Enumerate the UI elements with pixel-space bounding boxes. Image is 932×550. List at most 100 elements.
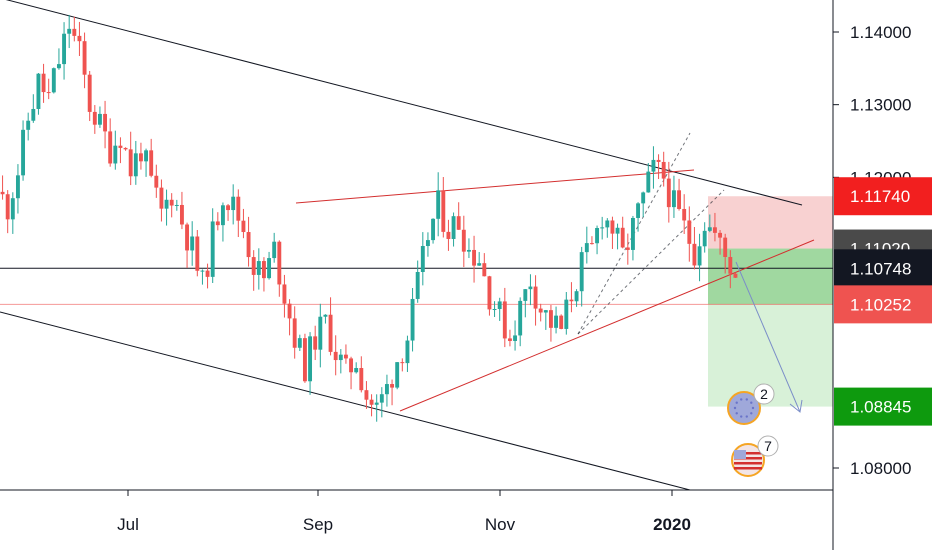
candle[interactable] <box>97 106 102 128</box>
candle[interactable] <box>62 22 67 80</box>
candle[interactable] <box>302 333 307 383</box>
candle[interactable] <box>46 78 51 100</box>
candle[interactable] <box>600 216 605 240</box>
candle[interactable] <box>226 203 231 221</box>
candle[interactable] <box>390 379 395 406</box>
candle[interactable] <box>338 349 343 374</box>
candle[interactable] <box>548 305 553 342</box>
candle[interactable] <box>236 189 241 238</box>
candle[interactable] <box>103 100 108 149</box>
candle[interactable] <box>431 218 436 244</box>
candle[interactable] <box>656 154 661 180</box>
candle[interactable] <box>615 223 620 250</box>
candle[interactable] <box>641 191 646 218</box>
candle[interactable] <box>697 233 702 282</box>
resistance-trendline[interactable] <box>295 169 695 204</box>
candle[interactable] <box>677 178 682 211</box>
candle[interactable] <box>67 14 72 49</box>
candle[interactable] <box>384 374 389 407</box>
candle[interactable] <box>241 208 246 239</box>
candle[interactable] <box>113 130 118 170</box>
candle[interactable] <box>446 219 451 251</box>
candle[interactable] <box>205 263 210 289</box>
candle[interactable] <box>630 215 635 261</box>
candle[interactable] <box>133 140 138 185</box>
candle[interactable] <box>472 235 477 283</box>
candle[interactable] <box>651 146 656 189</box>
candle[interactable] <box>77 21 82 57</box>
candle[interactable] <box>466 238 471 259</box>
candle[interactable] <box>538 303 543 322</box>
candle[interactable] <box>579 246 584 307</box>
candle[interactable] <box>605 218 610 238</box>
candle[interactable] <box>625 233 630 265</box>
candle[interactable] <box>359 356 364 393</box>
plot-area[interactable] <box>0 0 833 491</box>
candle[interactable] <box>482 253 487 277</box>
candle[interactable] <box>436 172 441 237</box>
candle[interactable] <box>610 216 615 249</box>
candle[interactable] <box>349 356 354 390</box>
candle[interactable] <box>149 138 154 178</box>
stop-zone-box[interactable] <box>708 196 833 249</box>
candle[interactable] <box>707 214 712 233</box>
candle[interactable] <box>267 251 272 280</box>
candle[interactable] <box>123 147 128 151</box>
candle[interactable] <box>661 151 666 187</box>
candle[interactable] <box>733 272 738 279</box>
candle[interactable] <box>533 275 538 326</box>
candle[interactable] <box>82 32 87 89</box>
candle[interactable] <box>5 190 10 234</box>
candle[interactable] <box>507 329 512 347</box>
candle[interactable] <box>292 306 297 359</box>
candle[interactable] <box>354 362 359 374</box>
candle[interactable] <box>420 232 425 286</box>
candle[interactable] <box>72 16 77 42</box>
candle[interactable] <box>477 252 482 266</box>
candle[interactable] <box>287 299 292 336</box>
channel-upper-trendline[interactable] <box>0 0 803 206</box>
candle[interactable] <box>451 212 456 247</box>
candle[interactable] <box>569 282 574 313</box>
candle[interactable] <box>15 164 20 214</box>
candle[interactable] <box>0 175 5 200</box>
candle[interactable] <box>118 137 123 164</box>
candle[interactable] <box>369 394 374 417</box>
candle[interactable] <box>31 94 36 123</box>
candle[interactable] <box>425 232 430 257</box>
candle[interactable] <box>195 229 200 277</box>
candle[interactable] <box>108 118 113 167</box>
candle[interactable] <box>461 215 466 268</box>
candle[interactable] <box>154 164 159 198</box>
candle[interactable] <box>584 226 589 264</box>
candle[interactable] <box>169 193 174 218</box>
candle[interactable] <box>328 297 333 356</box>
candle[interactable] <box>36 72 41 115</box>
candle[interactable] <box>21 120 26 181</box>
candle[interactable] <box>56 48 61 70</box>
candle[interactable] <box>185 222 190 269</box>
candle[interactable] <box>282 274 287 318</box>
candle[interactable] <box>513 320 518 351</box>
candle[interactable] <box>220 202 225 242</box>
candle[interactable] <box>200 269 205 285</box>
candle[interactable] <box>687 206 692 262</box>
candle[interactable] <box>502 287 507 348</box>
candle[interactable] <box>589 236 594 245</box>
candle[interactable] <box>364 381 369 409</box>
candle[interactable] <box>682 194 687 234</box>
candle[interactable] <box>559 314 564 330</box>
candle[interactable] <box>164 189 169 226</box>
candle[interactable] <box>374 394 379 422</box>
candle[interactable] <box>723 233 728 274</box>
candle[interactable] <box>323 314 328 324</box>
candle[interactable] <box>144 148 149 177</box>
candle[interactable] <box>405 335 410 372</box>
candle[interactable] <box>518 297 523 347</box>
candle[interactable] <box>261 257 266 292</box>
candle[interactable] <box>272 232 277 263</box>
candle[interactable] <box>87 70 92 122</box>
candle[interactable] <box>718 230 723 255</box>
candle[interactable] <box>318 303 323 368</box>
candle[interactable] <box>712 212 717 242</box>
